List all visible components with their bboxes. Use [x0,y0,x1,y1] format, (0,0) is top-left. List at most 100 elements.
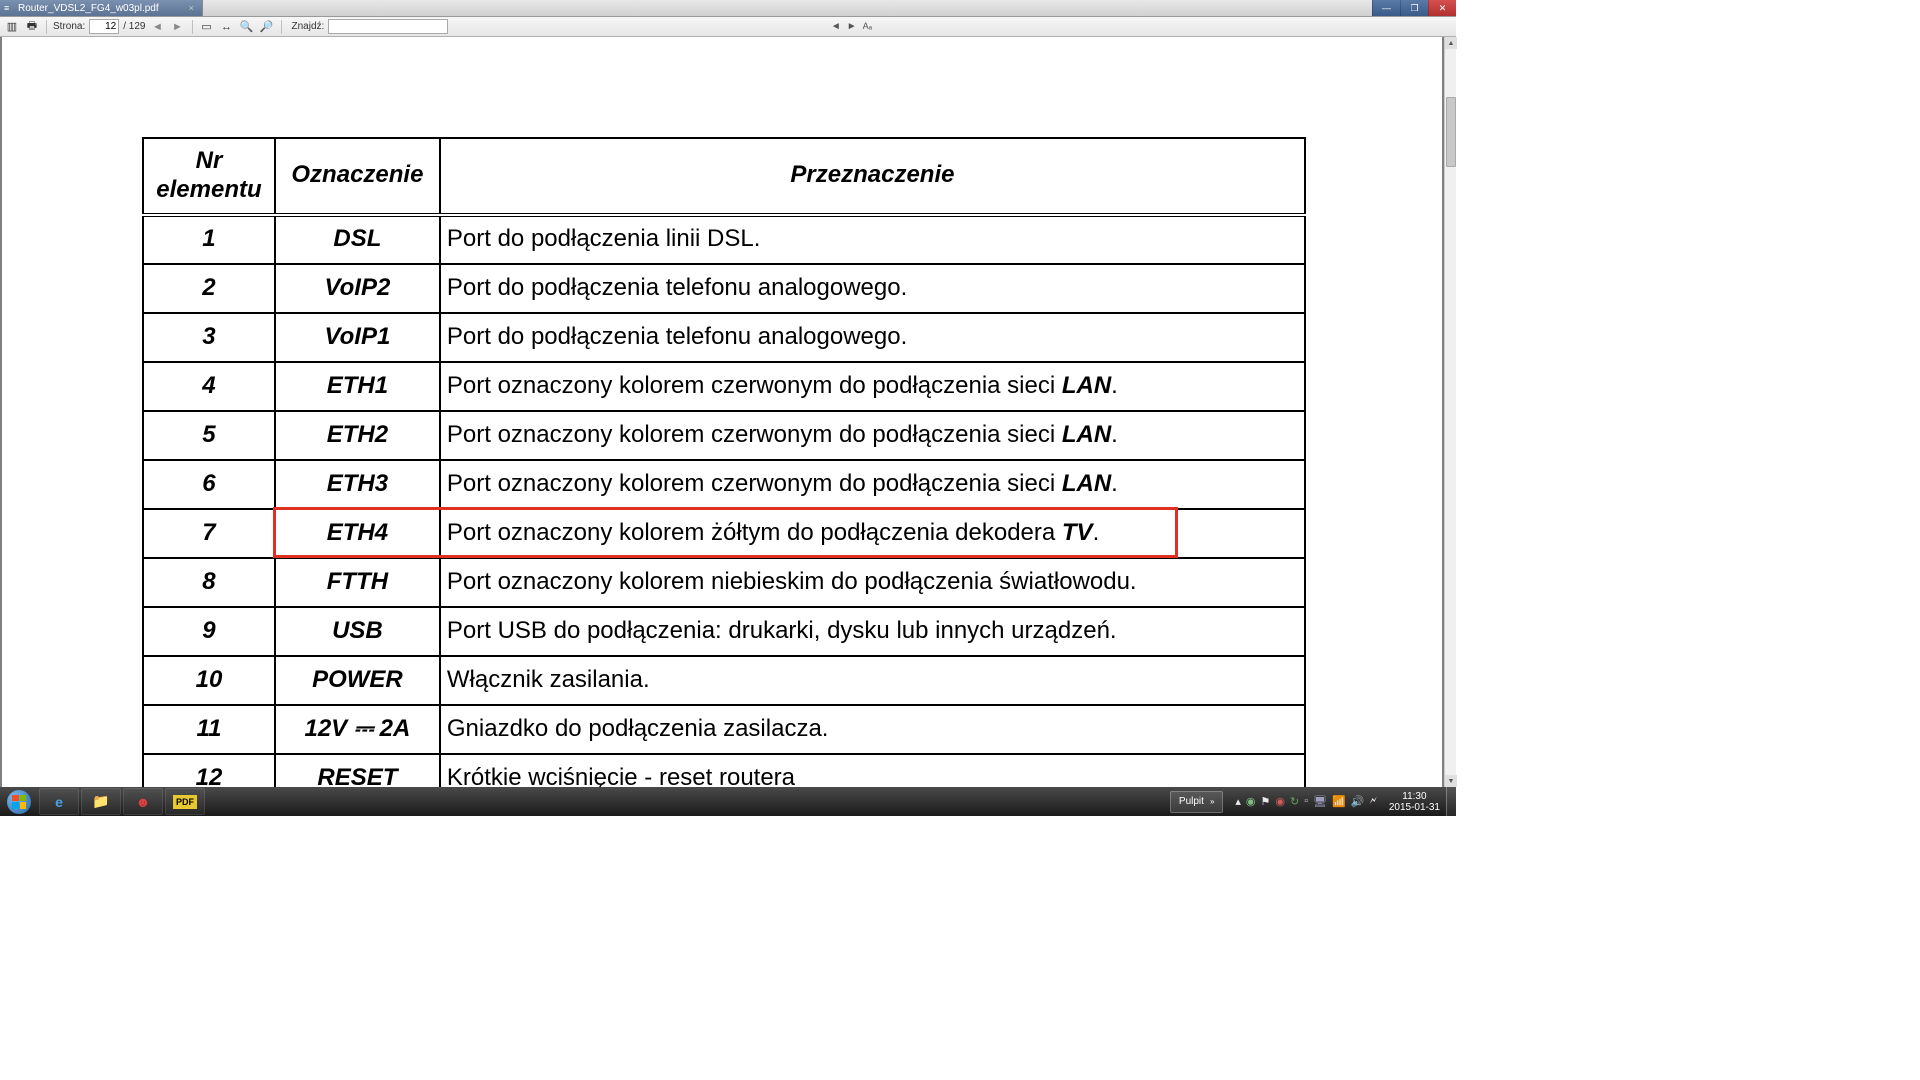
sidebar-toggle-icon[interactable]: ▥ [4,19,20,35]
tray-icons: ▴ ◉ ⚑ ◉ ↻ ▫ 🖥 📶 🔊 🗲 [1229,795,1382,808]
show-desktop-toolbar[interactable]: Pulpit » [1170,791,1223,813]
cell-przeznaczenie: Port oznaczony kolorem czerwonym do podł… [440,460,1305,509]
match-case-icon[interactable]: Aₐ [863,21,872,32]
scroll-up-button[interactable]: ▲ [1445,37,1457,49]
separator [281,20,282,34]
cell-przeznaczenie: Gniazdko do podłączenia zasilacza. [440,705,1305,754]
zoom-in-icon[interactable]: 🔎 [259,19,275,35]
cell-oznaczenie: 12V ⎓ 2A [275,705,440,754]
start-button[interactable] [0,787,38,816]
fit-page-icon[interactable]: ▭ [199,19,215,35]
close-button[interactable]: ✕ [1428,0,1456,16]
taskbar-app1-button[interactable]: ☻ [123,788,163,815]
find-nav: ◄ ► Aₐ [831,21,872,32]
tray-shield-icon[interactable]: ◉ [1275,795,1285,808]
cell-nr: 4 [143,362,275,411]
tray-network-icon[interactable]: 📶 [1332,795,1346,808]
show-desktop-button[interactable] [1446,787,1456,816]
minimize-button[interactable]: — [1372,0,1400,16]
tray-sync-icon[interactable]: ↻ [1290,795,1299,808]
cell-oznaczenie: VoIP1 [275,313,440,362]
tray-volume-icon[interactable]: 🔊 [1351,795,1365,808]
zoom-out-icon[interactable]: 🔍 [239,19,255,35]
cell-przeznaczenie: Port do podłączenia telefonu analogowego… [440,264,1305,313]
window-titlebar: ≡ Router_VDSL2_FG4_w03pl.pdf × — ❐ ✕ [0,0,1456,17]
next-page-icon[interactable]: ► [170,19,186,35]
separator [46,20,47,34]
table-header-row: Nr elementu Oznaczenie Przeznaczenie [143,138,1305,215]
page-number-input[interactable] [89,19,119,34]
tray-app-icon[interactable]: ▫ [1304,795,1308,808]
cell-przeznaczenie: Włącznik zasilania. [440,656,1305,705]
find-input[interactable] [328,19,448,34]
find-label: Znajdź: [292,21,325,32]
taskbar-explorer-button[interactable]: 📁 [81,788,121,815]
fit-width-icon[interactable]: ↔ [219,19,235,35]
maximize-button[interactable]: ❐ [1400,0,1428,16]
scroll-down-button[interactable]: ▼ [1445,775,1457,787]
cell-nr: 8 [143,558,275,607]
page-total: / 129 [123,21,145,32]
header-oznaczenie: Oznaczenie [275,138,440,215]
table-row: 9USBPort USB do podłączenia: drukarki, d… [143,607,1305,656]
taskbar-ie-button[interactable]: e [39,788,79,815]
table-row: 6ETH3Port oznaczony kolorem czerwonym do… [143,460,1305,509]
cell-oznaczenie: POWER [275,656,440,705]
cell-oznaczenie: ETH3 [275,460,440,509]
tray-battery-icon[interactable]: 🗲 [1370,795,1377,808]
cell-nr: 3 [143,313,275,362]
separator [192,20,193,34]
ports-table: Nr elementu Oznaczenie Przeznaczenie 1DS… [142,137,1306,787]
tray-chat-icon[interactable]: ◉ [1246,795,1256,808]
cell-oznaczenie: ETH1 [275,362,440,411]
cell-przeznaczenie: Port oznaczony kolorem niebieskim do pod… [440,558,1305,607]
print-icon[interactable]: 🖶 [24,19,40,35]
document-viewport: Nr elementu Oznaczenie Przeznaczenie 1DS… [0,37,1444,787]
cell-nr: 1 [143,215,275,264]
taskbar-pdf-button[interactable]: PDF [165,788,205,815]
tray-monitor-icon[interactable]: 🖥 [1313,795,1327,808]
cell-oznaczenie: FTTH [275,558,440,607]
table-row: 4ETH1Port oznaczony kolorem czerwonym do… [143,362,1305,411]
table-row: 12RESETKrótkie wciśnięcie - reset router… [143,754,1305,787]
cell-nr: 10 [143,656,275,705]
cell-nr: 6 [143,460,275,509]
cell-przeznaczenie: Port oznaczony kolorem czerwonym do podł… [440,362,1305,411]
taskbar-clock[interactable]: 11:30 2015-01-31 [1383,791,1446,813]
scroll-thumb[interactable] [1446,97,1456,167]
hamburger-icon[interactable]: ≡ [4,3,9,13]
table-row: 1112V ⎓ 2AGniazdko do podłączenia zasila… [143,705,1305,754]
table-row: 8FTTHPort oznaczony kolorem niebieskim d… [143,558,1305,607]
tray-flag-icon[interactable]: ⚑ [1261,795,1271,808]
cell-oznaczenie: ETH2 [275,411,440,460]
document-tab[interactable]: ≡ Router_VDSL2_FG4_w03pl.pdf × [0,0,203,16]
cell-nr: 5 [143,411,275,460]
find-prev-icon[interactable]: ◄ [831,21,841,32]
system-tray: Pulpit » ▴ ◉ ⚑ ◉ ↻ ▫ 🖥 📶 🔊 🗲 11:30 2015-… [1170,787,1456,816]
tray-up-icon[interactable]: ▴ [1235,795,1241,808]
table-row: 5ETH2Port oznaczony kolorem czerwonym do… [143,411,1305,460]
cell-nr: 7 [143,509,275,558]
cell-oznaczenie: USB [275,607,440,656]
cell-nr: 9 [143,607,275,656]
table-row: 10POWERWłącznik zasilania. [143,656,1305,705]
table-row: 7ETH4Port oznaczony kolorem żółtym do po… [143,509,1305,558]
window-controls: — ❐ ✕ [1372,0,1456,16]
table-row: 1DSLPort do podłączenia linii DSL. [143,215,1305,264]
cell-przeznaczenie: Port do podłączenia linii DSL. [440,215,1305,264]
vertical-scrollbar[interactable]: ▲ ▼ [1444,37,1456,787]
prev-page-icon[interactable]: ◄ [150,19,166,35]
cell-oznaczenie: DSL [275,215,440,264]
tab-close-icon[interactable]: × [189,3,194,13]
table-row: 3VoIP1Port do podłączenia telefonu analo… [143,313,1305,362]
cell-oznaczenie: RESET [275,754,440,787]
cell-przeznaczenie: Port USB do podłączenia: drukarki, dysku… [440,607,1305,656]
tab-area: ≡ Router_VDSL2_FG4_w03pl.pdf × [0,0,203,16]
cell-nr: 2 [143,264,275,313]
cell-przeznaczenie: Port oznaczony kolorem czerwonym do podł… [440,411,1305,460]
pdf-page: Nr elementu Oznaczenie Przeznaczenie 1DS… [2,37,1442,787]
cell-przeznaczenie: Port oznaczony kolorem żółtym do podłącz… [440,509,1305,558]
cell-oznaczenie: ETH4 [275,509,440,558]
pdf-toolbar: ▥ 🖶 Strona: / 129 ◄ ► ▭ ↔ 🔍 🔎 Znajdź: ◄ … [0,17,1456,37]
find-next-icon[interactable]: ► [847,21,857,32]
